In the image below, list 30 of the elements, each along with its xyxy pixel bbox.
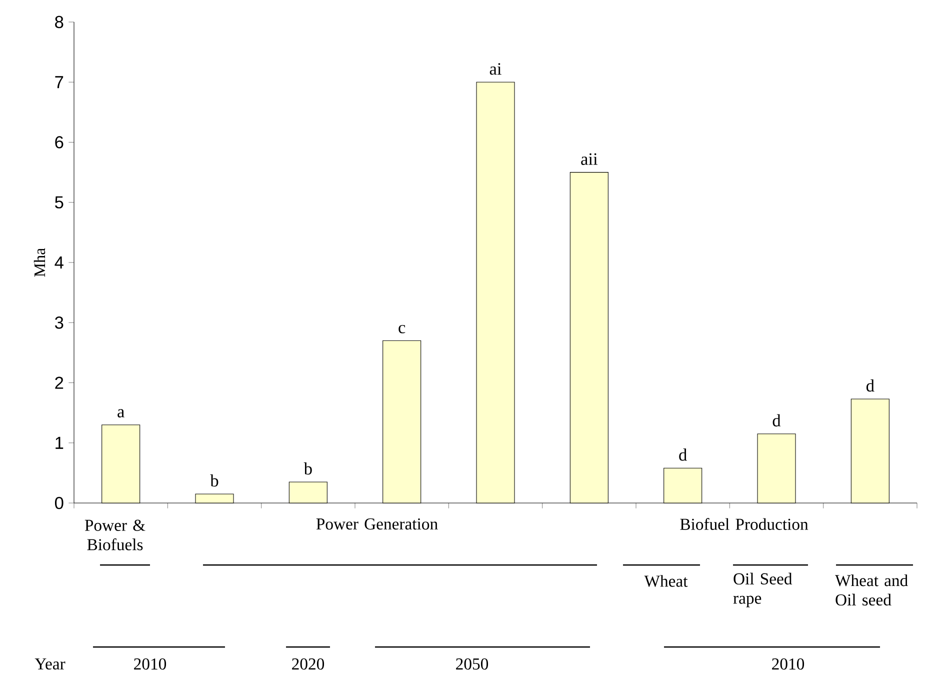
data-label: aii: [581, 153, 598, 165]
y-tick-label: 5: [55, 196, 64, 208]
y-tick-label: 3: [54, 316, 64, 329]
text: Biofuel Production: [680, 518, 808, 530]
y-tick-label: 0: [54, 496, 64, 510]
data-label: a: [118, 409, 124, 418]
y-tick-label: 4: [54, 256, 64, 268]
text: Oil Seed rape: [733, 572, 792, 608]
text: 2050: [456, 658, 488, 670]
data-label: d: [866, 379, 874, 392]
y-tick-label: 2: [55, 376, 64, 389]
y-tick-label: 8: [55, 16, 64, 28]
data-label: d: [679, 448, 687, 461]
y-tick-label: 7: [55, 76, 64, 88]
data-label: c: [398, 324, 406, 334]
text: Year: [34, 658, 66, 670]
data-label: b: [304, 462, 312, 475]
text: Power & Biofuels: [84, 520, 146, 550]
y-tick-label: 1: [56, 436, 64, 449]
text: 2020: [292, 658, 324, 670]
text: Wheat: [644, 575, 688, 587]
data-label: ai: [490, 63, 502, 75]
y-axis-title: Mha: [34, 248, 46, 277]
text: 2010: [772, 658, 804, 670]
data-label: d: [772, 414, 781, 426]
y-tick-label: 6: [55, 136, 64, 148]
text: Wheat and Oil seed: [835, 574, 908, 606]
text: Power Generation: [316, 518, 438, 530]
data-label: b: [210, 474, 218, 487]
text: 2010: [134, 658, 166, 670]
